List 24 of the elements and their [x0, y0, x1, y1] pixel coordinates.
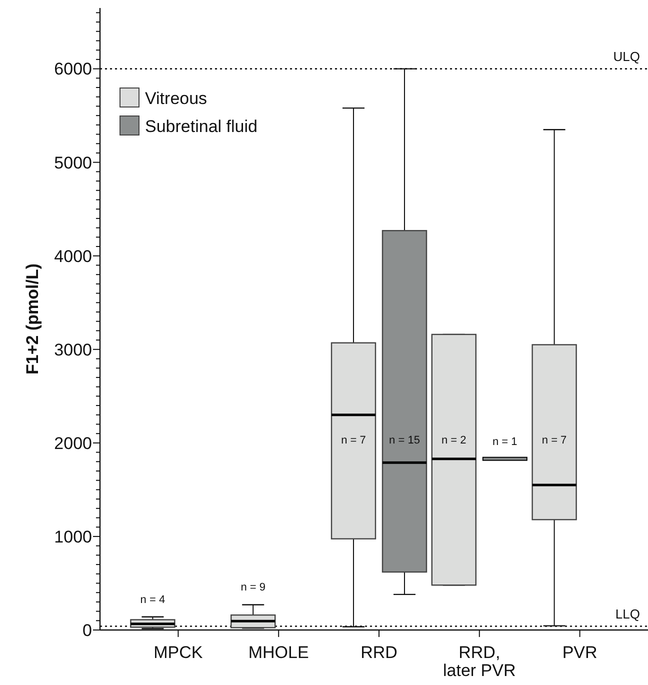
legend-label: Subretinal fluid — [145, 116, 258, 136]
y-axis-title: F1+2 (pmol/L) — [23, 264, 42, 374]
text: n = 9 — [240, 582, 266, 594]
y-tick-label: 2000 — [54, 434, 92, 453]
text: n = 7 — [341, 434, 366, 446]
x-tick-label: RRD — [360, 643, 398, 662]
text: n = 7 — [542, 434, 567, 446]
text: n = 1 — [492, 436, 518, 448]
y-tick-label: 0 — [82, 620, 92, 640]
x-tick-label: MHOLE — [248, 643, 309, 662]
y-tick-label: 1000 — [54, 527, 92, 546]
y-tick-label: 5000 — [54, 153, 92, 172]
y-tick-label: 4000 — [54, 246, 92, 266]
x-tick-label: PVR — [562, 643, 598, 662]
text: n = 2 — [442, 434, 466, 446]
x-tick-label: RRD, later PVR — [443, 643, 516, 680]
text: n = 15 — [389, 434, 420, 446]
legend-label: Vitreous — [145, 88, 208, 108]
text: n = 4 — [140, 594, 166, 606]
y-tick-label: 3000 — [54, 340, 92, 360]
y-tick-label: 6000 — [54, 60, 92, 79]
ref-line-label: ULQ — [613, 48, 640, 64]
ref-line-label: LLQ — [615, 606, 640, 622]
x-tick-label: MPCK — [154, 643, 204, 662]
